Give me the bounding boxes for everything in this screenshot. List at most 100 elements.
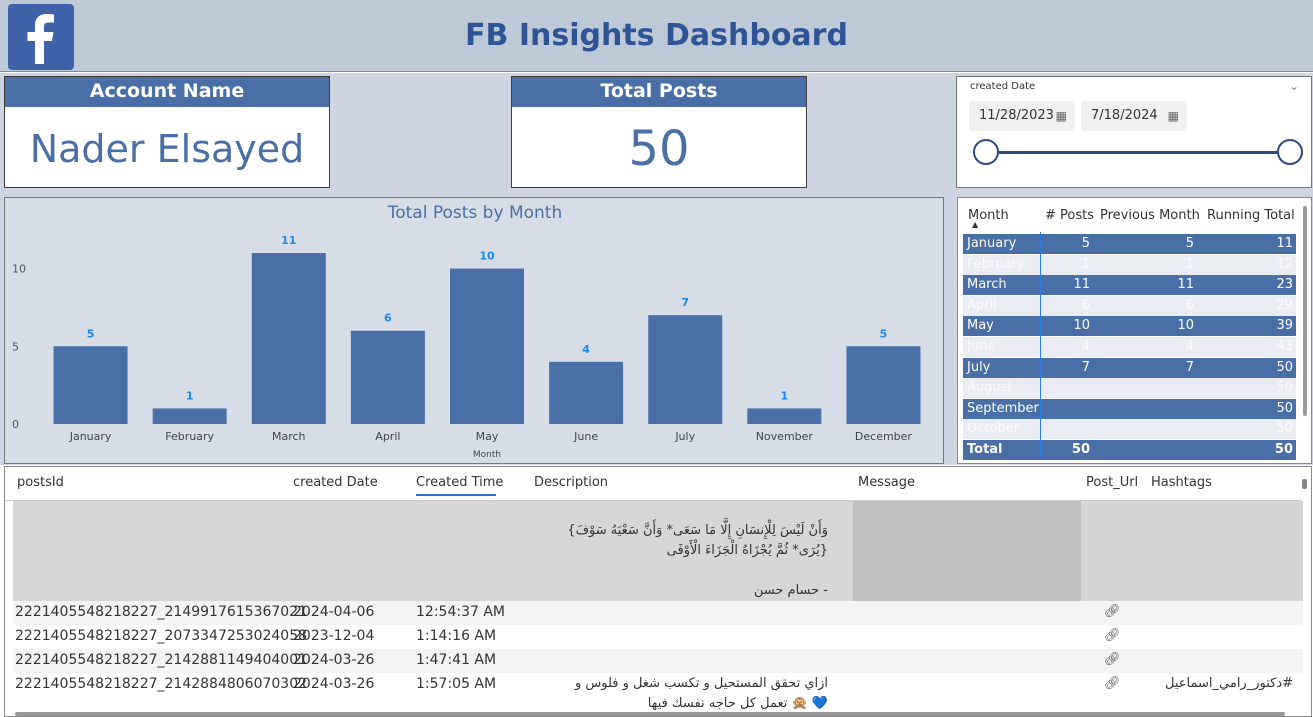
slider-end-handle[interactable]	[1277, 139, 1303, 165]
table-row[interactable]: وَأَنْ لَيْسَ لِلْإِنسَانِ إِلَّا مَا سَ…	[13, 501, 1303, 601]
table-row[interactable]: 2221405548218227_2142881149404001 2024-03…	[13, 649, 1303, 673]
message-cell	[853, 501, 1081, 601]
total-posts-card: Total Posts 50	[511, 76, 807, 188]
col-created-time[interactable]: Created Time	[416, 475, 504, 490]
matrix-row[interactable]: August 50	[963, 378, 1296, 399]
matrix-header: Month ▲ # Posts Previous Month Running T…	[958, 198, 1303, 230]
matrix-row[interactable]: February 1 1 12	[963, 254, 1296, 275]
bar-july[interactable]	[648, 315, 723, 424]
calendar-icon[interactable]: ▦	[1167, 109, 1179, 123]
account-name-value: Nader Elsayed	[29, 127, 305, 171]
cell-description: ازاي تحقق المستحيل و تكسب شغل و فلوس و	[574, 676, 828, 691]
cell-created-date: 2023-12-04	[293, 628, 375, 644]
x-tick-label: December	[855, 430, 913, 443]
matrix-total-running: 50	[1274, 442, 1293, 457]
matrix-cell-prev: 11	[1177, 277, 1194, 293]
matrix-row[interactable]: October 50	[963, 419, 1296, 440]
link-icon[interactable]: 🔗︎	[1104, 604, 1121, 619]
matrix-row[interactable]: July 7 7 50	[963, 357, 1296, 378]
matrix-row[interactable]: September 50	[963, 398, 1296, 419]
bar-april[interactable]	[350, 330, 425, 424]
cell-hashtags: #دكتور_رامي_اسماعيل	[1165, 676, 1293, 691]
col-message[interactable]: Message	[858, 475, 915, 490]
matrix-cell-prev: 5	[1185, 236, 1194, 251]
matrix-header-running[interactable]: Running Total	[1207, 208, 1295, 223]
matrix-cell-posts: 11	[1073, 277, 1090, 293]
table-row[interactable]: 2221405548218227_2142884806070302 2024-03…	[13, 673, 1303, 717]
matrix-cell-running: 23	[1276, 277, 1293, 293]
line-spacer	[528, 561, 828, 581]
end-date-input[interactable]: 7/18/2024 ▦	[1081, 101, 1187, 131]
bar-january[interactable]	[53, 346, 128, 424]
link-icon[interactable]: 🔗︎	[1104, 676, 1121, 691]
link-icon[interactable]: 🔗︎	[1104, 652, 1121, 667]
col-post-url[interactable]: Post_Url	[1086, 475, 1139, 490]
matrix-cell-month: April	[967, 297, 997, 313]
matrix-cell-month: January	[967, 236, 1017, 251]
col-description[interactable]: Description	[534, 475, 609, 490]
posts-by-month-chart: Total Posts by Month 0 5 10 5 January 1 Februar…	[4, 197, 944, 464]
col-hashtags[interactable]: Hashtags	[1151, 475, 1212, 490]
matrix-header-prev[interactable]: Previous Month	[1100, 208, 1200, 223]
data-label: 7	[681, 296, 689, 309]
matrix-cell-prev: 7	[1185, 359, 1194, 375]
table-horizontal-scrollbar[interactable]	[15, 712, 1285, 716]
facebook-logo-icon	[8, 4, 74, 70]
slicer-label: created Date	[970, 81, 1036, 92]
matrix-row[interactable]: May 10 10 39	[963, 316, 1296, 337]
bar-november[interactable]	[747, 408, 822, 424]
matrix-row[interactable]: January 5 5 11	[963, 234, 1296, 254]
bar-december[interactable]	[846, 346, 921, 424]
bar-may[interactable]	[450, 268, 524, 424]
table-header: postsId created Date Created Time Descri…	[5, 467, 1301, 501]
cell-created-time: 1:47:41 AM	[416, 652, 497, 668]
table-vertical-scrollbar[interactable]	[1302, 479, 1307, 489]
matrix-total-row: Total 50 50	[963, 440, 1296, 460]
account-name-card: Account Name Nader Elsayed	[4, 76, 330, 188]
matrix-cell-prev: 1	[1185, 256, 1194, 272]
description-line: وَأَنْ لَيْسَ لِلْإِنسَانِ إِلَّا مَا سَ…	[567, 523, 828, 538]
matrix-cell-month: June	[967, 339, 996, 354]
link-icon[interactable]: 🔗︎	[1104, 628, 1121, 643]
matrix-cell-month: August	[967, 380, 1013, 396]
matrix-cell-running: 50	[1276, 380, 1293, 396]
data-label: 10	[479, 250, 495, 263]
matrix-cell-running: 43	[1276, 339, 1293, 354]
matrix-row[interactable]: March 11 11 23	[963, 275, 1296, 296]
col-created-date[interactable]: created Date	[293, 475, 378, 490]
x-tick-label: January	[69, 430, 112, 443]
matrix-scrollbar[interactable]	[1303, 206, 1307, 416]
date-range-slicer: created Date ⌄ 11/28/2023 ▦ 7/18/2024 ▦	[956, 76, 1312, 188]
matrix-cell-month: October	[967, 421, 1020, 437]
matrix-header-posts[interactable]: # Posts	[1045, 208, 1094, 223]
data-label: 6	[384, 312, 392, 325]
slider-start-handle[interactable]	[973, 139, 999, 165]
date-slider-track[interactable]	[987, 151, 1291, 154]
chevron-down-icon[interactable]: ⌄	[1288, 79, 1299, 93]
matrix-cell-posts: 6	[1081, 297, 1090, 313]
x-tick-label: May	[476, 430, 499, 443]
matrix-cell-running: 50	[1276, 400, 1293, 416]
col-postsid[interactable]: postsId	[17, 475, 64, 490]
cell-posts-id: 2221405548218227_2149917615367021	[15, 604, 308, 620]
description-line: {يُرَى* ثُمَّ يُجْزَاهُ الْجَزَاءَ الْأَ…	[666, 543, 828, 558]
matrix-total-posts: 50	[1071, 442, 1090, 457]
table-row[interactable]: 2221405548218227_2149917615367021 2024-04…	[13, 601, 1303, 625]
bar-march[interactable]	[251, 253, 326, 424]
monthly-matrix: Month ▲ # Posts Previous Month Running T…	[957, 197, 1312, 464]
cell-posts-id: 2221405548218227_2073347253024058	[15, 628, 308, 644]
matrix-row[interactable]: April 6 6 29	[963, 295, 1296, 316]
x-tick-label: July	[674, 430, 695, 443]
matrix-column-divider	[1040, 232, 1041, 458]
matrix-cell-running: 12	[1276, 256, 1293, 272]
posts-table: postsId created Date Created Time Descri…	[4, 466, 1312, 717]
matrix-row[interactable]: June 4 4 43	[963, 337, 1296, 357]
bar-february[interactable]	[152, 408, 227, 424]
matrix-header-month[interactable]: Month	[968, 208, 1009, 223]
calendar-icon[interactable]: ▦	[1055, 109, 1067, 123]
table-row[interactable]: 2221405548218227_2073347253024058 2023-12…	[13, 625, 1303, 649]
account-name-title: Account Name	[5, 77, 329, 107]
start-date-input[interactable]: 11/28/2023 ▦	[969, 101, 1075, 131]
matrix-cell-running: 29	[1276, 297, 1293, 313]
bar-june[interactable]	[549, 361, 624, 424]
